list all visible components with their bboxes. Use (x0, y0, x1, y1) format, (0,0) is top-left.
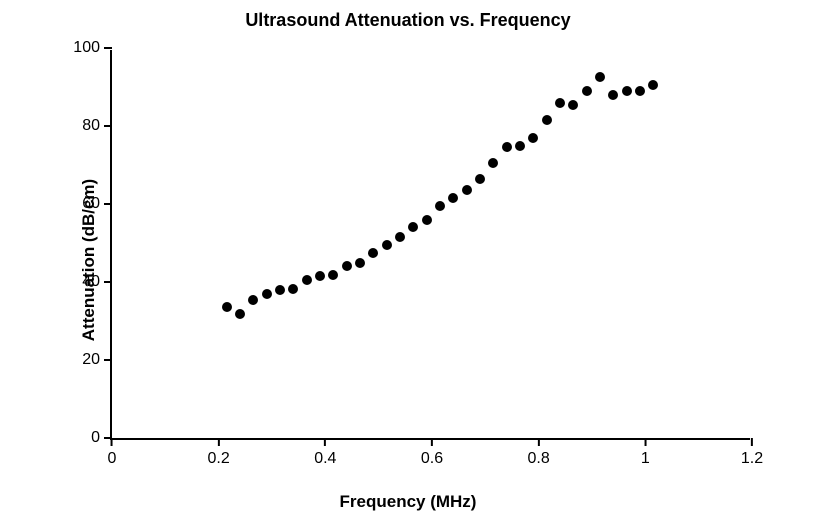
data-point (622, 86, 632, 96)
data-point (315, 271, 325, 281)
data-point (462, 185, 472, 195)
plot-area: 02040608010000.20.40.60.811.2 (110, 50, 750, 440)
y-tick: 20 (70, 351, 112, 369)
data-point (222, 302, 232, 312)
data-point (595, 72, 605, 82)
x-tick: 0.6 (421, 438, 443, 468)
data-point (422, 215, 432, 225)
data-point (555, 98, 565, 108)
chart-container: Ultrasound Attenuation vs. Frequency Att… (0, 0, 816, 520)
data-point (542, 115, 552, 125)
y-tick: 40 (70, 273, 112, 291)
x-tick-mark (644, 438, 646, 446)
y-tick: 60 (70, 195, 112, 213)
data-point (502, 142, 512, 152)
data-point (368, 248, 378, 258)
data-point (288, 284, 298, 294)
data-point (435, 201, 445, 211)
y-tick: 0 (70, 429, 112, 447)
data-point (488, 158, 498, 168)
data-point (448, 193, 458, 203)
data-point (635, 86, 645, 96)
x-tick: 1 (641, 438, 650, 468)
x-axis-label: Frequency (MHz) (0, 492, 816, 512)
x-tick-label: 0.6 (421, 450, 443, 468)
data-point (235, 309, 245, 319)
data-point (302, 275, 312, 285)
data-point (475, 174, 485, 184)
data-point (342, 261, 352, 271)
data-point (528, 133, 538, 143)
x-tick-mark (751, 438, 753, 446)
x-tick-mark (111, 438, 113, 446)
x-tick-label: 0 (108, 450, 117, 468)
y-tick-label: 20 (70, 351, 100, 369)
y-tick-mark (104, 47, 112, 49)
x-tick: 0.8 (528, 438, 550, 468)
x-tick: 0.4 (314, 438, 336, 468)
x-tick-mark (538, 438, 540, 446)
y-tick-label: 0 (70, 429, 100, 447)
data-point (395, 232, 405, 242)
data-point (648, 80, 658, 90)
data-point (568, 100, 578, 110)
x-tick-label: 1.2 (741, 450, 763, 468)
y-tick-mark (104, 203, 112, 205)
data-point (248, 295, 258, 305)
y-tick-mark (104, 281, 112, 283)
data-point (328, 270, 338, 280)
x-tick: 0 (108, 438, 117, 468)
y-tick: 80 (70, 117, 112, 135)
data-point (262, 289, 272, 299)
y-tick-label: 40 (70, 273, 100, 291)
x-tick-mark (218, 438, 220, 446)
x-tick: 1.2 (741, 438, 763, 468)
y-tick-mark (104, 359, 112, 361)
x-tick-label: 0.4 (314, 450, 336, 468)
y-tick-mark (104, 125, 112, 127)
data-point (275, 285, 285, 295)
data-point (515, 141, 525, 151)
x-tick-label: 1 (641, 450, 650, 468)
y-tick-label: 100 (70, 39, 100, 57)
y-tick-label: 80 (70, 117, 100, 135)
data-point (408, 222, 418, 232)
x-tick-mark (431, 438, 433, 446)
y-tick-label: 60 (70, 195, 100, 213)
x-tick-label: 0.2 (208, 450, 230, 468)
x-tick-mark (324, 438, 326, 446)
data-point (582, 86, 592, 96)
data-point (382, 240, 392, 250)
x-tick-label: 0.8 (528, 450, 550, 468)
data-point (355, 258, 365, 268)
data-point (608, 90, 618, 100)
y-tick: 100 (70, 39, 112, 57)
x-tick: 0.2 (208, 438, 230, 468)
